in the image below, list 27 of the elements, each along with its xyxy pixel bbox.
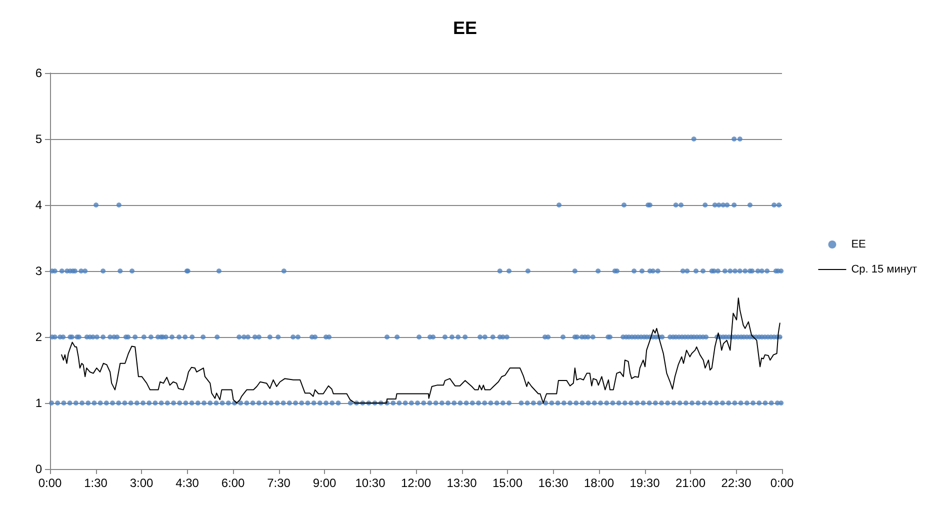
x-tick-label: 18:00: [584, 476, 614, 490]
x-tick-label: 1:30: [84, 476, 108, 490]
x-tick-label: 16:30: [538, 476, 569, 490]
y-tick-label: 4: [35, 198, 42, 212]
x-tick-label: 13:30: [446, 476, 478, 490]
x-tick-label: 4:30: [176, 476, 200, 490]
y-tick-label: 6: [35, 66, 42, 80]
x-tick-label: 3:00: [130, 476, 154, 490]
x-tick-label: 7:30: [267, 476, 291, 490]
y-tick-label: 0: [35, 462, 42, 476]
x-tick-label: 21:00: [675, 476, 706, 490]
x-tick-label: 22:30: [721, 476, 752, 490]
x-tick-label: 12:00: [400, 476, 432, 490]
y-tick-label: 1: [35, 396, 42, 410]
y-tick-label: 3: [35, 264, 42, 278]
x-tick-label: 10:30: [355, 476, 386, 490]
x-tick-label: 0:00: [770, 476, 794, 490]
x-tick-label: 6:00: [221, 476, 245, 490]
x-tick-label: 0:00: [38, 476, 62, 490]
y-tick-label: 5: [35, 132, 42, 146]
x-tick-label: 15:00: [492, 476, 523, 490]
y-tick-label: 2: [35, 330, 42, 344]
x-tick-label: 19:30: [630, 476, 660, 490]
legend-label: Ср. 15 минут: [851, 264, 918, 276]
legend-label: EE: [851, 238, 866, 250]
x-tick-label: 9:00: [312, 476, 336, 490]
chart-title: EE: [452, 18, 478, 38]
